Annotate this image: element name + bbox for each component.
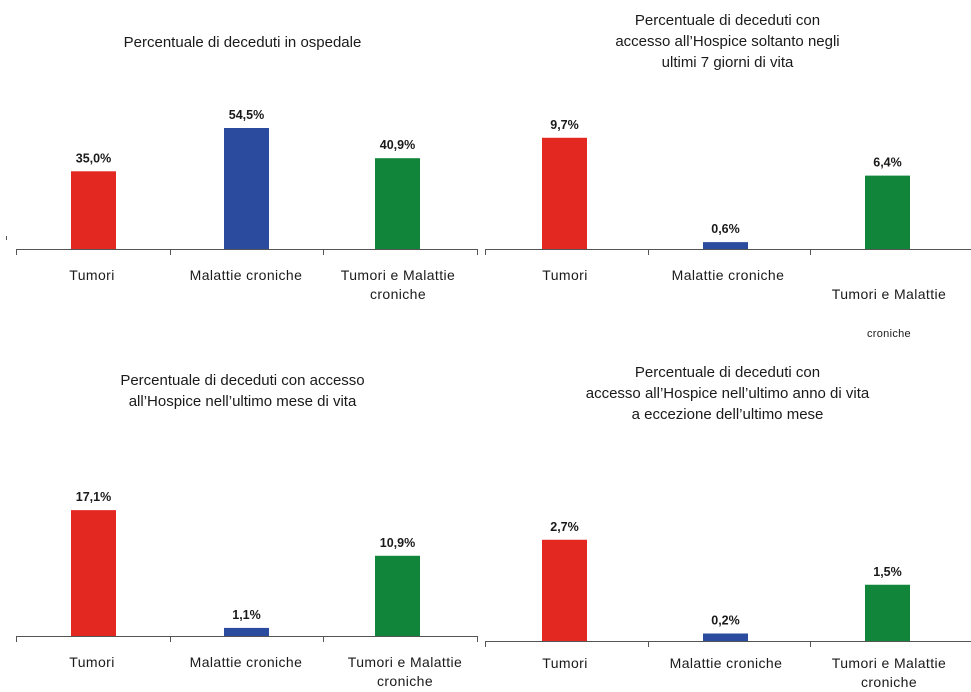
data-label: 6,4% [873,156,902,170]
chart-plot: 2,7% 0,2% 1,5% [485,520,971,647]
bar [703,633,748,641]
data-label: 1,1% [232,608,261,622]
axis-tick-mark [6,236,7,240]
data-label: 2,7% [550,520,579,534]
chart-panel-1: Percentuale di deceduti in ospedale 35,0… [0,0,485,346]
data-label: 54,5% [229,108,264,122]
bar [865,175,910,249]
category-label-sub: croniche [867,328,911,340]
data-label: 40,9% [380,138,415,152]
category-label: Malattie croniche [671,267,785,283]
category-label: Tumori [542,267,588,283]
bar [375,158,420,249]
bar [224,627,269,636]
chart-panel-2: Percentuale di deceduti con accesso all’… [485,0,971,346]
category-label: Malattie croniche [189,654,303,670]
data-label: 0,6% [711,222,740,236]
category-label: Tumori e Malattie croniche [347,654,463,689]
bar [542,137,587,249]
bar [71,510,116,636]
chart-title: Percentuale di deceduti in ospedale [123,34,362,51]
chart-panel-4: Percentuale di deceduti con accesso all’… [485,346,971,692]
category-label: Tumori [542,655,588,671]
bar [865,584,910,641]
category-label: Malattie croniche [669,655,783,671]
data-label: 17,1% [76,490,111,504]
chart-title: Percentuale di deceduti con accesso all’… [120,372,365,410]
bar [703,242,748,249]
data-label: 0,2% [711,614,740,628]
category-label-main: Tumori e Malattie [831,286,947,302]
data-label: 10,9% [380,536,415,550]
chart-plot: 9,7% 0,6% 6,4% [485,118,971,255]
data-label: 35,0% [76,151,111,165]
category-label: Tumori e Malattie croniche [807,266,971,344]
bar [71,171,116,249]
category-label: Malattie croniche [189,267,303,283]
category-label: Tumori e Malattie croniche [340,267,456,302]
chart-plot: 35,0% 54,5% 40,9% [16,108,478,255]
chart-plot: 17,1% 1,1% 10,9% [16,490,478,642]
bar [542,539,587,641]
chart-panel-3: Percentuale di deceduti con accesso all’… [0,346,485,692]
bar [375,555,420,636]
chart-title: Percentuale di deceduti con accesso all’… [585,364,870,423]
category-label: Tumori e Malattie croniche [831,655,947,690]
category-label: Tumori [69,654,115,670]
chart-title: Percentuale di deceduti con accesso all’… [615,12,840,71]
category-label: Tumori [69,267,115,283]
data-label: 1,5% [873,565,902,579]
bar [224,128,269,249]
data-label: 9,7% [550,118,579,132]
